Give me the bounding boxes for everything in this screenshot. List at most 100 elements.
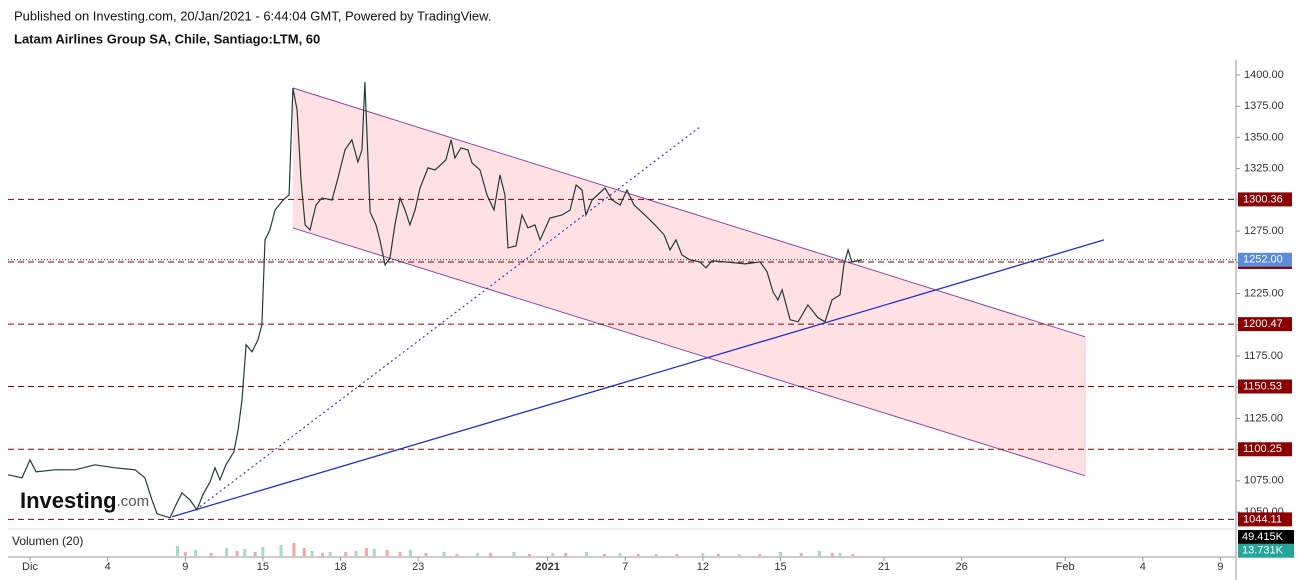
volume-marker-label: 49.415K [1242,531,1284,543]
trendline [171,239,1105,518]
channel-upper [292,87,1086,338]
level-label-bg [1238,512,1292,527]
level-label: 1150.53 [1243,380,1282,392]
volume-bar [344,552,348,556]
x-tick-label: 15 [774,561,786,573]
volume-bar [243,549,247,556]
volume-bar [838,553,842,556]
y-tick-label: 1325.00 [1244,163,1284,175]
volume-bar [476,553,480,556]
volume-bar [716,554,720,556]
x-tick-label: Dic [22,561,38,573]
volume-bar [253,552,257,556]
x-tick-label: 12 [697,561,709,573]
volume-bar [564,553,568,556]
price-line [8,81,863,519]
volume-marker-bg [1238,529,1294,544]
volume-bar [320,553,324,556]
volume-bar [398,552,402,556]
x-tick-label: Feb [1056,561,1075,573]
volume-bar [618,553,622,556]
volume-bar [527,554,531,556]
volume-bar [354,551,358,556]
y-tick-label: 1400.00 [1244,69,1284,81]
volume-bar [302,548,306,556]
volume-bar [779,552,783,556]
volume-bar [758,554,762,556]
x-tick-label: 7 [622,561,628,573]
volume-bar [675,554,679,556]
volume-bar [701,553,705,556]
volume-bar [851,554,855,556]
last-price-label-bg [1238,252,1292,267]
x-tick-label: 4 [105,561,111,573]
level-label: 1100.25 [1243,443,1282,455]
x-tick-label: 18 [334,561,346,573]
y-tick-label: 1350.00 [1244,131,1284,143]
volume-bar [512,552,516,556]
x-tick-label: 9 [1217,561,1223,573]
volume-bar [817,551,821,556]
volume-pane [176,543,855,556]
level-label-bg [1238,317,1292,332]
volume-bar [442,552,446,556]
volume-bar [584,552,588,556]
volume-bar [364,548,368,556]
volume-bar [292,543,296,556]
y-tick-label: 1275.00 [1244,225,1284,237]
level-label: 1200.47 [1243,318,1283,330]
volume-bar [636,554,640,556]
level-label-bg [1238,442,1292,457]
last-price-label: 1252.00 [1243,254,1283,266]
volume-bar [225,548,229,556]
volume-bar [551,553,555,556]
volume-bar [654,554,658,556]
price-pane [8,81,1236,520]
volume-bar [603,554,607,556]
level-label: 1300.36 [1243,193,1283,205]
volume-bar [737,554,741,556]
logo-main: Investing [20,488,117,513]
y-tick-label: 1375.00 [1244,100,1284,112]
logo-bg [14,488,144,516]
volume-bar [176,546,180,556]
y-tick-label: 1225.00 [1244,287,1284,299]
logo-suffix: .com [117,493,150,510]
y-tick-label: 1075.00 [1244,475,1284,487]
volume-bar [209,553,213,556]
volume-bar [328,552,332,556]
published-note: Published on Investing.com, 20/Jan/2021 … [14,8,491,23]
volume-bar [489,553,493,556]
x-tick-label: 23 [412,561,424,573]
volume-bar [261,547,265,556]
level-label: 1044.11 [1243,513,1282,525]
level-label-bg [1238,192,1292,207]
x-tick-label: 9 [182,561,188,573]
volume-bar [455,554,459,556]
symbol-title: Latam Airlines Group SA, Chile, Santiago… [14,31,320,46]
level-label-bg [1238,379,1292,394]
volume-marker-bg [1238,543,1294,558]
channel-fill [292,87,1086,476]
volume-bar [830,553,834,556]
volume-bar [235,551,239,556]
volume-bar [408,550,412,556]
axes: 1050.001075.001100.001125.001150.001175.… [22,69,1294,573]
volume-title: Volumen (20) [12,534,83,548]
y-tick-label: 1175.00 [1244,350,1283,362]
volume-bar [799,553,803,556]
x-tick-label: 15 [257,561,269,573]
channel-lower [292,227,1086,477]
x-tick-label: 4 [1140,561,1146,573]
volume-bar [279,545,283,556]
volume-bar [310,551,314,556]
x-tick-label: 2021 [535,561,559,573]
x-tick-label: 21 [878,561,890,573]
volume-bar [424,553,428,556]
volume-bar [385,550,389,556]
volume-bar [183,552,187,556]
logo: Investing.com [20,488,149,513]
volume-marker-label: 13.731K [1242,545,1284,557]
